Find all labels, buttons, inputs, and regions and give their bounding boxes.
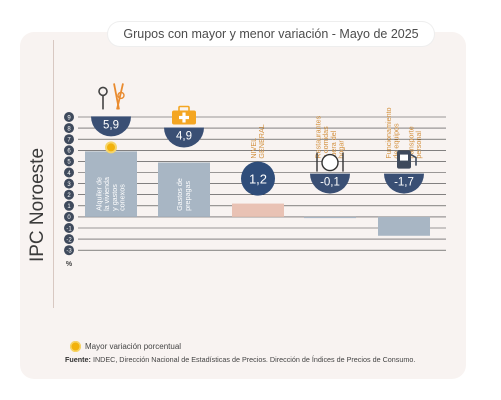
value-badge xyxy=(384,173,424,194)
y-tick-dot xyxy=(64,200,74,211)
y-tick-label: 1 xyxy=(67,204,71,210)
y-tick-dot xyxy=(64,145,74,156)
y-tick-label: 5 xyxy=(67,160,71,166)
y-tick-dot xyxy=(64,211,74,222)
y-tick-label: -3 xyxy=(66,249,72,255)
value-label: 1,2 xyxy=(249,172,267,187)
y-tick-dot xyxy=(64,245,74,256)
bar xyxy=(304,216,356,219)
y-unit-label: % xyxy=(66,261,73,268)
value-badge xyxy=(310,173,350,194)
category-label: hogar xyxy=(336,140,345,159)
category-label: prepagas xyxy=(183,181,192,211)
y-tick-dot xyxy=(64,234,74,245)
category-label: GENERAL xyxy=(257,124,266,158)
category-label: NIVEL xyxy=(249,138,258,159)
y-tick-dot xyxy=(64,134,74,145)
category-label: Alquiler de xyxy=(95,177,104,211)
y-tick-label: 2 xyxy=(67,193,71,199)
category-label: y gastos xyxy=(110,184,119,211)
value-badge xyxy=(164,127,204,148)
y-tick-label: 3 xyxy=(67,182,71,188)
side-divider xyxy=(53,40,54,308)
y-tick-label: -2 xyxy=(66,237,72,243)
value-label: -0,1 xyxy=(320,177,340,189)
y-tick-label: 0 xyxy=(67,215,71,221)
y-tick-dot xyxy=(64,123,74,134)
highlight-marker-icon xyxy=(107,143,115,152)
bar xyxy=(378,216,430,236)
category-label: conexos xyxy=(117,184,126,211)
value-badge xyxy=(91,116,131,137)
category-label: Gastos de xyxy=(175,178,184,211)
category-label: de equipos xyxy=(391,123,400,159)
y-tick-dot xyxy=(64,178,74,189)
highlight-marker-icon xyxy=(70,341,81,352)
source-note: Fuente: INDEC, Dirección Nacional de Est… xyxy=(65,355,415,364)
source-label: Fuente: xyxy=(65,355,91,364)
y-tick-label: 8 xyxy=(67,126,71,132)
legend: Mayor variación porcentual xyxy=(70,341,181,352)
y-tick-dot xyxy=(64,112,74,122)
category-label: fuera del xyxy=(329,130,338,158)
legend-label: Mayor variación porcentual xyxy=(85,342,182,351)
y-tick-label: 7 xyxy=(67,138,71,144)
fuel-can-icon xyxy=(397,150,417,169)
plate-cutlery-icon xyxy=(316,152,344,172)
y-tick-label: 4 xyxy=(67,171,71,177)
y-tick-dot xyxy=(64,189,74,200)
category-label: la vivienda xyxy=(102,177,111,211)
y-tick-dot xyxy=(64,156,74,167)
category-label: Funcionamiento xyxy=(384,107,393,158)
y-tick-dot xyxy=(64,223,74,233)
chart-title-pill: Grupos con mayor y menor variación - May… xyxy=(108,22,434,46)
category-label: y comidas xyxy=(321,126,330,159)
category-label: Restaurantes xyxy=(314,115,323,158)
keys-tools-icon xyxy=(98,83,125,110)
source-text: INDEC, Dirección Nacional de Estadística… xyxy=(92,355,416,364)
y-tick-label: -1 xyxy=(66,226,72,232)
y-tick-dot xyxy=(64,167,74,178)
y-tick-label: 6 xyxy=(67,149,71,155)
bar xyxy=(232,203,284,217)
first-aid-kit-icon xyxy=(172,105,196,125)
category-label: transporte xyxy=(407,126,416,158)
chart-title: Grupos con mayor y menor variación - May… xyxy=(123,27,419,41)
bar xyxy=(158,162,210,217)
value-label: 5,9 xyxy=(103,119,119,131)
bar xyxy=(85,151,137,217)
value-label: 4,9 xyxy=(176,131,192,143)
y-tick-label: 9 xyxy=(67,115,71,121)
value-badge xyxy=(241,161,275,196)
category-label: personal xyxy=(414,131,423,159)
value-label: -1,7 xyxy=(394,177,414,189)
